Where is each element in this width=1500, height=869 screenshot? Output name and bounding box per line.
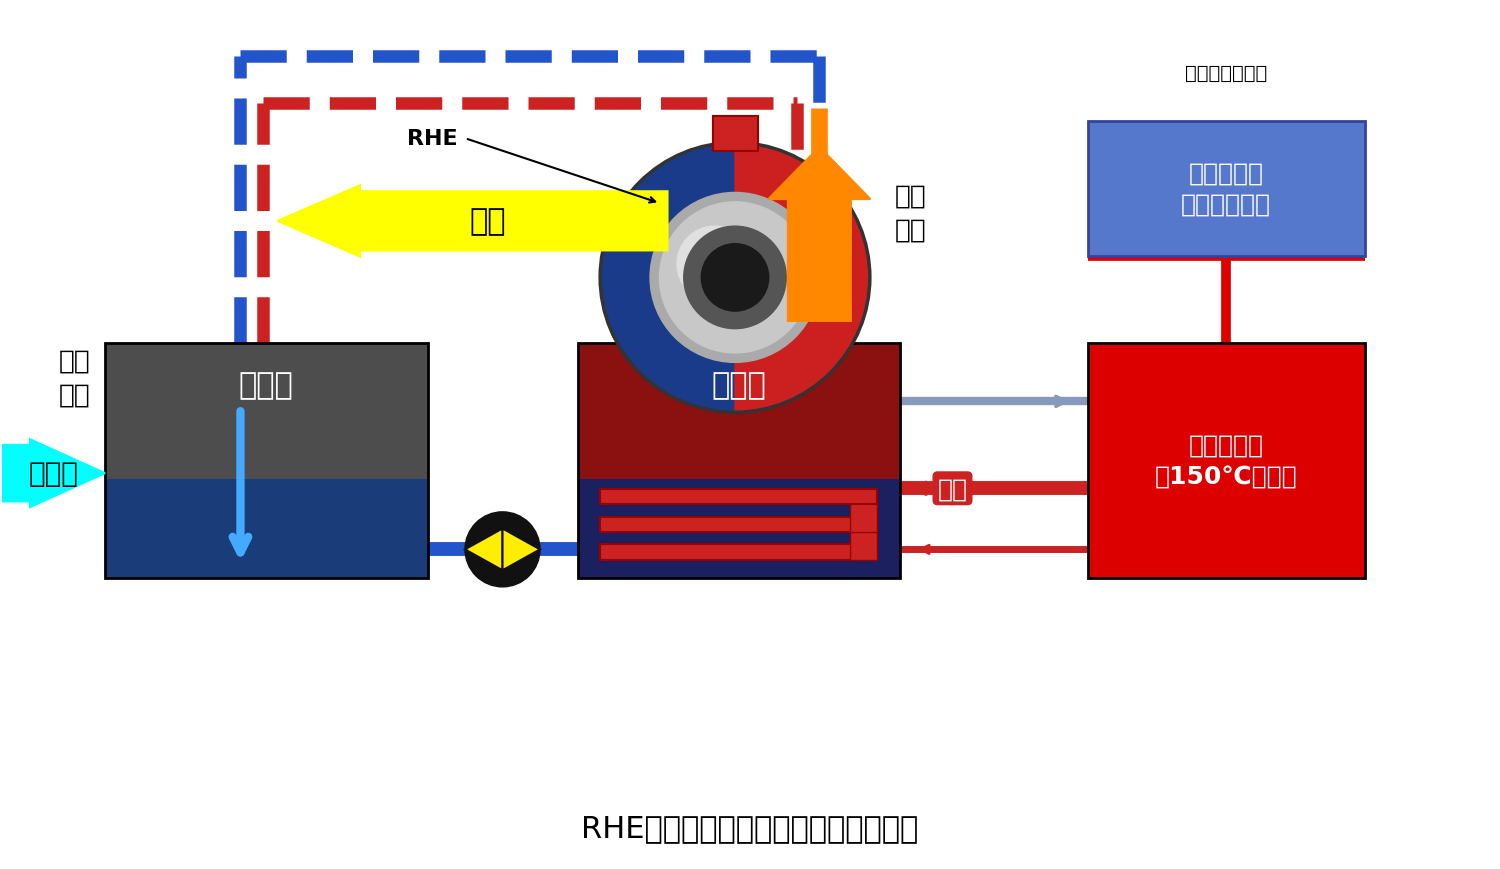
Text: 独立制御用電源: 独立制御用電源 xyxy=(1185,63,1268,83)
Circle shape xyxy=(650,193,820,363)
FancyBboxPatch shape xyxy=(105,343,427,480)
FancyBboxPatch shape xyxy=(578,343,900,480)
FancyBboxPatch shape xyxy=(105,480,427,578)
FancyBboxPatch shape xyxy=(850,517,877,561)
Text: RHE: RHE xyxy=(406,129,457,149)
Circle shape xyxy=(702,244,768,312)
FancyBboxPatch shape xyxy=(578,480,900,578)
Text: RHEランキンサイクルシステム構成図: RHEランキンサイクルシステム構成図 xyxy=(582,813,918,842)
FancyBboxPatch shape xyxy=(600,545,877,561)
Text: ゼーベック
発電ユニット: ゼーベック 発電ユニット xyxy=(1182,162,1270,216)
Text: 蒸発器: 蒸発器 xyxy=(711,371,766,400)
FancyBboxPatch shape xyxy=(1088,122,1365,256)
Polygon shape xyxy=(465,529,503,571)
FancyBboxPatch shape xyxy=(712,117,758,152)
Circle shape xyxy=(465,512,540,587)
FancyBboxPatch shape xyxy=(1088,343,1365,578)
Circle shape xyxy=(684,227,786,329)
Text: 温水: 温水 xyxy=(938,477,968,501)
FancyBboxPatch shape xyxy=(600,517,877,533)
Text: 凝縮器: 凝縮器 xyxy=(238,371,294,400)
Circle shape xyxy=(676,227,753,302)
FancyBboxPatch shape xyxy=(850,489,877,533)
Polygon shape xyxy=(600,143,735,413)
Polygon shape xyxy=(735,143,870,413)
FancyArrow shape xyxy=(278,186,668,257)
FancyArrow shape xyxy=(3,440,105,507)
FancyBboxPatch shape xyxy=(600,489,877,505)
FancyArrow shape xyxy=(768,148,870,322)
Text: 冷却水: 冷却水 xyxy=(28,460,80,488)
Text: 未利用熱源
（150℃以下）: 未利用熱源 （150℃以下） xyxy=(1155,433,1298,488)
Text: 低温
蒸気: 低温 蒸気 xyxy=(58,348,90,408)
Circle shape xyxy=(660,202,810,354)
Text: 電気: 電気 xyxy=(470,207,506,236)
Polygon shape xyxy=(503,529,540,571)
Text: 高温
蒸気: 高温 蒸気 xyxy=(894,183,926,242)
